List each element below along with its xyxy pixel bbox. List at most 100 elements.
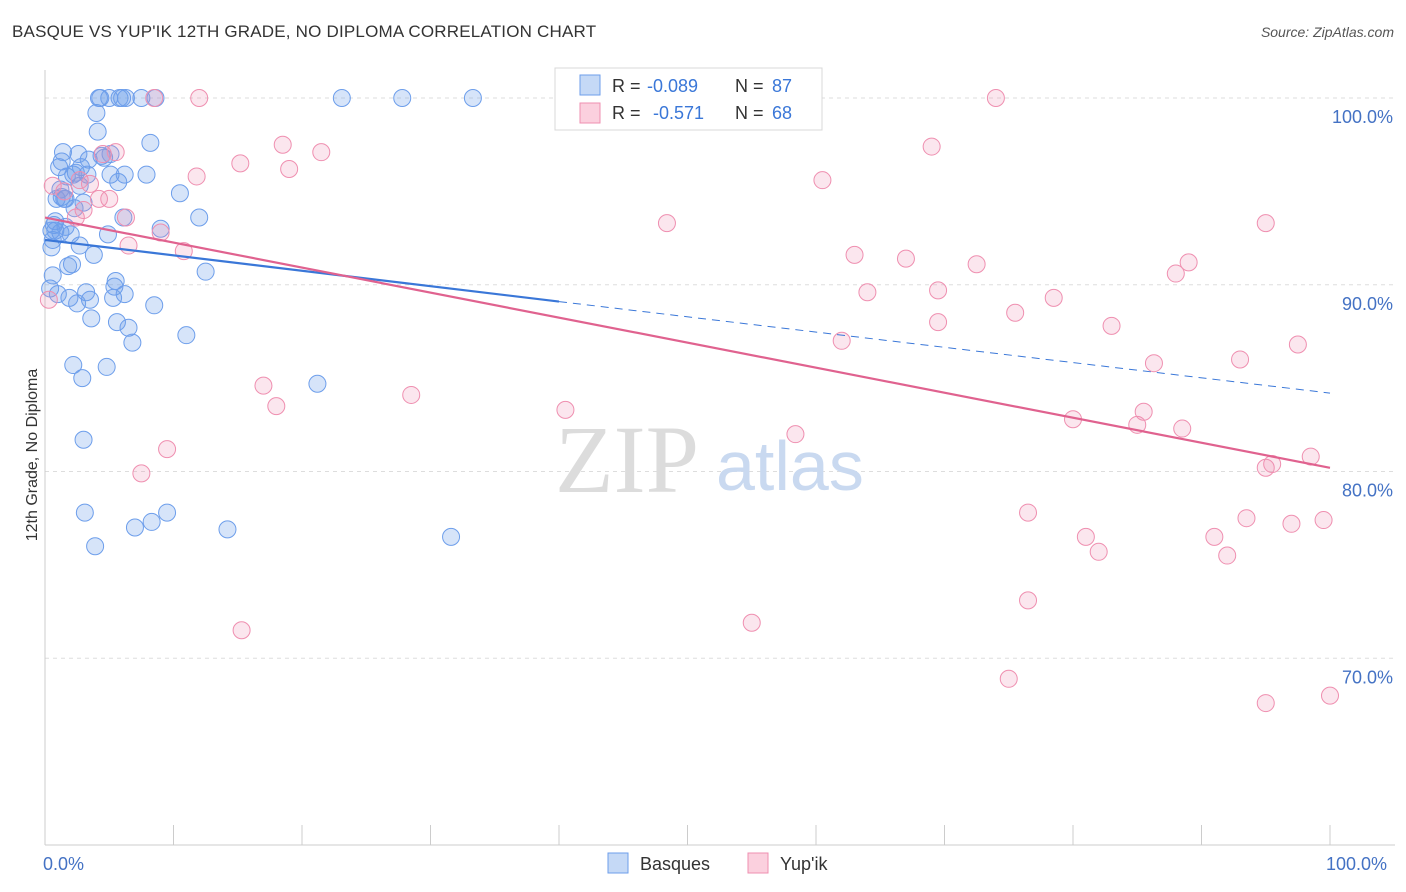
yupik-point xyxy=(402,385,421,404)
basques-point xyxy=(64,356,83,375)
yupik-point xyxy=(845,245,864,264)
basques-point xyxy=(145,296,164,315)
basques-point xyxy=(137,165,156,184)
basques-point xyxy=(123,333,142,352)
basques-point xyxy=(75,503,94,522)
yupik-point xyxy=(832,331,851,350)
y-tick-label: 80.0% xyxy=(1342,481,1393,501)
basques-point xyxy=(43,266,62,285)
basques-point xyxy=(71,158,90,177)
basques-point xyxy=(442,527,461,546)
legend-swatch-basques xyxy=(579,74,601,96)
yupik-point xyxy=(786,425,805,444)
basques-point xyxy=(308,374,327,393)
basques-point xyxy=(109,173,128,192)
basques-point xyxy=(463,89,482,108)
yupik-point xyxy=(145,89,164,108)
basques-point xyxy=(115,165,134,184)
basques-point xyxy=(141,133,160,152)
yupik-point xyxy=(74,201,93,220)
yupik-point xyxy=(1134,402,1153,421)
x-tick-labels: 0.0% 100.0% xyxy=(43,854,1387,874)
x-tick-label-min: 0.0% xyxy=(43,854,84,874)
legend-bottom-swatch-basques xyxy=(607,852,629,874)
trend-line-basques-extrapolated xyxy=(558,301,1331,394)
legend-n-value-basques: 87 xyxy=(772,76,792,96)
basques-point xyxy=(177,326,196,345)
series-yupik xyxy=(39,89,1339,713)
legend-r-value-yupik: -0.571 xyxy=(653,103,704,123)
gridlines xyxy=(45,97,1395,659)
yupik-point xyxy=(70,171,89,190)
yupik-point xyxy=(1256,214,1275,233)
yupik-point xyxy=(232,621,251,640)
basques-point xyxy=(48,285,67,304)
yupik-point xyxy=(254,376,273,395)
basques-point xyxy=(125,518,144,537)
yupik-point xyxy=(1044,288,1063,307)
basques-point xyxy=(62,255,81,274)
yupik-point xyxy=(231,154,250,173)
basques-point xyxy=(332,89,351,108)
yupik-point xyxy=(1019,591,1038,610)
yupik-point xyxy=(39,290,58,309)
basques-point xyxy=(52,152,71,171)
yupik-point xyxy=(1006,303,1025,322)
x-tick-label-max: 100.0% xyxy=(1326,854,1387,874)
basques-point xyxy=(105,277,124,296)
trend-line-basques xyxy=(44,238,560,303)
yupik-point xyxy=(55,182,74,201)
y-tick-labels: 70.0% 80.0% 90.0% 100.0% xyxy=(1332,107,1393,687)
y-tick-label: 100.0% xyxy=(1332,107,1393,127)
legend-r-label-basques: R = xyxy=(612,76,641,96)
yupik-point xyxy=(1166,264,1185,283)
basques-point xyxy=(158,503,177,522)
basques-point xyxy=(80,290,99,309)
yupik-point xyxy=(1237,509,1256,528)
yupik-point xyxy=(267,397,286,416)
chart-title: BASQUE VS YUP'IK 12TH GRADE, NO DIPLOMA … xyxy=(12,22,597,41)
basques-point xyxy=(82,309,101,328)
yupik-point xyxy=(742,613,761,632)
yupik-point xyxy=(813,171,832,190)
basques-point xyxy=(101,165,120,184)
yupik-point xyxy=(929,281,948,300)
yupik-point xyxy=(986,89,1005,108)
y-tick-label: 90.0% xyxy=(1342,294,1393,314)
basques-point xyxy=(56,189,75,208)
basques-point xyxy=(107,313,126,332)
legend-series: Basques Yup'ik xyxy=(607,852,828,874)
basques-point xyxy=(119,318,138,337)
yupik-point xyxy=(190,89,209,108)
yupik-point xyxy=(556,400,575,419)
axes xyxy=(44,70,1395,846)
yupik-point xyxy=(312,143,331,162)
yupik-point xyxy=(43,176,62,195)
basques-point xyxy=(91,89,110,108)
watermark-zip: ZIP xyxy=(555,406,699,513)
yupik-point xyxy=(1321,686,1339,705)
yupik-point xyxy=(106,143,125,162)
yupik-point xyxy=(1218,546,1237,565)
yupik-point xyxy=(1089,542,1108,561)
legend-r-value-basques: -0.089 xyxy=(647,76,698,96)
yupik-point xyxy=(1144,354,1163,373)
basques-point xyxy=(97,357,116,376)
basques-point xyxy=(151,219,170,238)
basques-point xyxy=(88,122,107,141)
y-tick-label: 70.0% xyxy=(1342,667,1393,687)
trend-layer xyxy=(44,216,1331,469)
basques-point xyxy=(218,520,237,539)
basques-point xyxy=(190,208,209,227)
yupik-point xyxy=(929,313,948,332)
yupik-point xyxy=(100,189,119,208)
basques-point xyxy=(170,184,189,203)
yupik-point xyxy=(999,669,1018,688)
yupik-point xyxy=(1102,316,1121,335)
yupik-point xyxy=(1256,694,1275,713)
basques-point xyxy=(84,245,103,264)
legend-n-label-basques: N = xyxy=(735,76,764,96)
y-axis-label: 12th Grade, No Diploma xyxy=(24,369,41,542)
yupik-point xyxy=(280,159,299,178)
